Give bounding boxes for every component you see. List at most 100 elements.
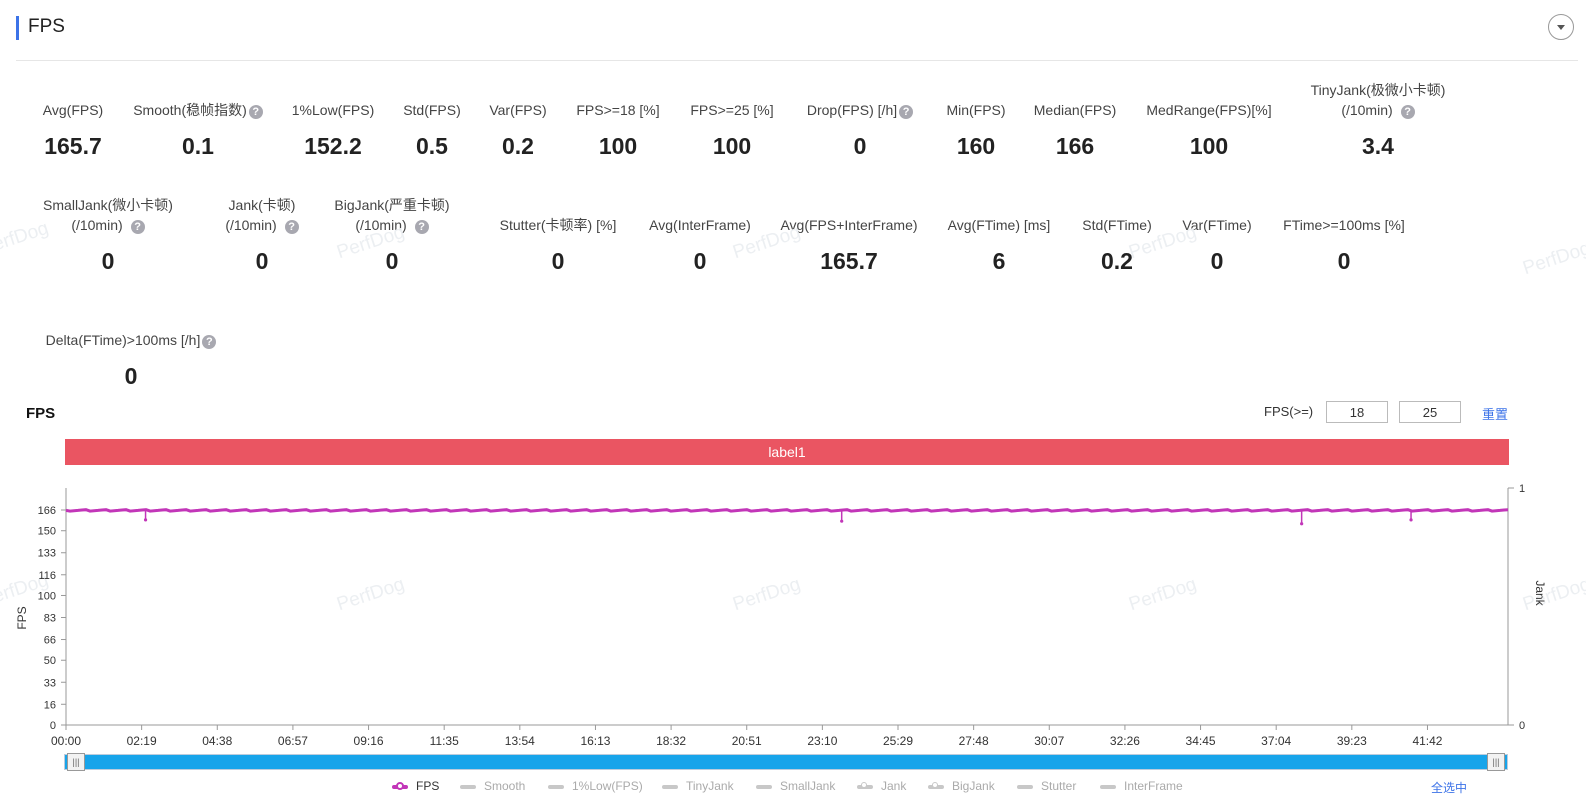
help-icon[interactable]: ? [248, 105, 263, 119]
help-icon[interactable]: ? [202, 335, 217, 349]
metric-metrics_row2-2: BigJank(严重卡顿) (/10min)? 0 [282, 195, 502, 275]
select-all-button[interactable]: 全选中 [1431, 781, 1468, 795]
y-tick-label: 150 [38, 526, 56, 538]
help-icon[interactable]: ? [414, 220, 429, 234]
help-icon[interactable]: ? [130, 220, 145, 234]
metric-label-text: Drop(FPS) [/h] [806, 102, 898, 118]
legend-item[interactable]: SmallJank [756, 779, 835, 793]
y-tick-label: 133 [38, 548, 56, 560]
legend-label: Stutter [1041, 779, 1077, 793]
help-icon[interactable]: ? [899, 105, 914, 119]
metric-label-text: Median(FPS) [1033, 102, 1117, 118]
metric-value: 0 [551, 248, 565, 274]
help-icon[interactable]: ? [284, 220, 299, 234]
metric-label-unit: (/10min)? [152, 215, 372, 235]
slider-handle-right[interactable]: ||| [1487, 753, 1505, 771]
metric-label: FPS>=25 [%] [622, 100, 842, 120]
x-tick-label: 32:26 [1110, 734, 1140, 748]
metric-label-text: FPS>=18 [%] [576, 102, 660, 118]
y-tick-label: 100 [38, 590, 56, 602]
metric-label-text: FPS>=25 [%] [690, 102, 774, 118]
x-tick-label: 00:00 [51, 734, 81, 748]
fps-dip-point [1409, 518, 1413, 522]
metric-label-text: TinyJank(极微小卡顿) [1310, 82, 1446, 98]
metric-metrics_row2-3: Stutter(卡顿率) [%] 0 [448, 215, 668, 275]
metric-value: 6 [992, 248, 1006, 274]
metric-label-text: Jank(卡顿) [228, 197, 296, 213]
legend-item[interactable]: InterFrame [1100, 779, 1183, 793]
metric-metrics_row2-7: Std(FTime) 0.2 [1007, 215, 1227, 275]
legend-item[interactable]: BigJank [928, 779, 995, 793]
fps-threshold-input-1[interactable] [1326, 401, 1388, 423]
help-icon[interactable]: ? [1400, 105, 1415, 119]
metric-value: 0 [385, 248, 399, 274]
reset-button[interactable]: 重置 [1482, 407, 1509, 422]
x-tick-label: 20:51 [732, 734, 762, 748]
legend-swatch-icon [460, 784, 476, 789]
chart-legend: FPS Smooth 1%Low(FPS) TinyJank SmallJank Jank… [0, 779, 1586, 797]
x-tick-label: 27:48 [959, 734, 989, 748]
metric-label-text: MedRange(FPS)[%] [1146, 102, 1272, 118]
legend-swatch-icon [928, 781, 944, 789]
legend-item[interactable]: Stutter [1017, 779, 1076, 793]
metric-label-text: FTime>=100ms [%] [1283, 217, 1405, 233]
metric-value: 165.7 [820, 248, 878, 274]
legend-swatch-icon [392, 781, 408, 790]
metric-value: 166 [1055, 133, 1095, 159]
legend-item[interactable]: Jank [857, 779, 906, 793]
metric-value: 0.5 [416, 133, 448, 159]
metric-value: 0 [693, 248, 707, 274]
x-tick-label: 30:07 [1034, 734, 1064, 748]
legend-item[interactable]: Smooth [460, 779, 525, 793]
legend-label: Smooth [484, 779, 526, 793]
fps-threshold-input-2[interactable] [1399, 401, 1461, 423]
metric-unit-text: (/10min) [355, 217, 407, 233]
metric-metrics_row2-9: FTime>=100ms [%] 0 [1234, 215, 1454, 275]
metric-value: 3.4 [1362, 133, 1394, 159]
legend-swatch-icon [662, 784, 678, 789]
metric-value: 100 [598, 133, 638, 159]
legend-label: InterFrame [1124, 779, 1183, 793]
chevron-down-icon[interactable] [1548, 14, 1574, 40]
metric-value: 100 [1189, 133, 1229, 159]
metric-label: Avg(FPS+InterFrame) [739, 215, 959, 235]
legend-item[interactable]: 1%Low(FPS) [548, 779, 643, 793]
x-tick-label: 11:35 [430, 734, 459, 748]
slider-handle-left[interactable]: ||| [67, 753, 85, 771]
x-tick-label: 39:23 [1337, 734, 1367, 748]
metric-metrics_row1-6: FPS>=25 [%] 100 [622, 100, 842, 160]
x-tick-label: 06:57 [278, 734, 308, 748]
legend-label: BigJank [952, 779, 995, 793]
metric-label: Avg(InterFrame) [590, 215, 810, 235]
legend-item[interactable]: TinyJank [662, 779, 734, 793]
metric-label-unit: (/10min)? [282, 215, 502, 235]
label-band[interactable]: label1 [65, 439, 1509, 465]
metric-label-text: Stutter(卡顿率) [%] [499, 217, 617, 233]
fps-chart[interactable]: 0 16 33 50 66 83 100 116 133 150 166 0 1 00:00 02:19 04… [0, 480, 1586, 754]
legend-swatch-icon [857, 781, 873, 789]
x-tick-label: 41:42 [1412, 734, 1442, 748]
metric-metrics_row2-1: Jank(卡顿) (/10min)? 0 [152, 195, 372, 275]
x-tick-label: 34:45 [1186, 734, 1216, 748]
metric-metrics_row1-1: Smooth(稳帧指数)? 0.1 [88, 100, 308, 160]
legend-swatch-icon [1100, 784, 1116, 789]
y-axis-title: FPS [15, 606, 29, 629]
metric-value: 0 [101, 248, 115, 274]
metric-metrics_row2-8: Var(FTime) 0 [1107, 215, 1327, 275]
metric-metrics_row1-8: Min(FPS) 160 [866, 100, 1086, 160]
y-tick-label: 166 [38, 505, 56, 517]
metric-label-text: Var(FPS) [489, 102, 547, 118]
series-fps-line [65, 508, 1509, 513]
metric-label: 1%Low(FPS) [223, 100, 443, 120]
metric-label-text: Min(FPS) [946, 102, 1006, 118]
time-range-slider[interactable]: ||| ||| [64, 753, 1508, 771]
metric-metrics_row2-4: Avg(InterFrame) 0 [590, 215, 810, 275]
legend-item[interactable]: FPS [392, 779, 439, 793]
metric-metrics_row1-5: FPS>=18 [%] 100 [508, 100, 728, 160]
metric-value: 160 [956, 133, 996, 159]
metric-label-text: Avg(FPS+InterFrame) [780, 217, 918, 233]
metric-metrics_row2-6: Avg(FTime) [ms] 6 [889, 215, 1109, 275]
metric-metrics_row1-10: MedRange(FPS)[%] 100 [1099, 100, 1319, 160]
metric-label: Std(FTime) [1007, 215, 1227, 235]
metric-label: Std(FPS) [322, 100, 542, 120]
